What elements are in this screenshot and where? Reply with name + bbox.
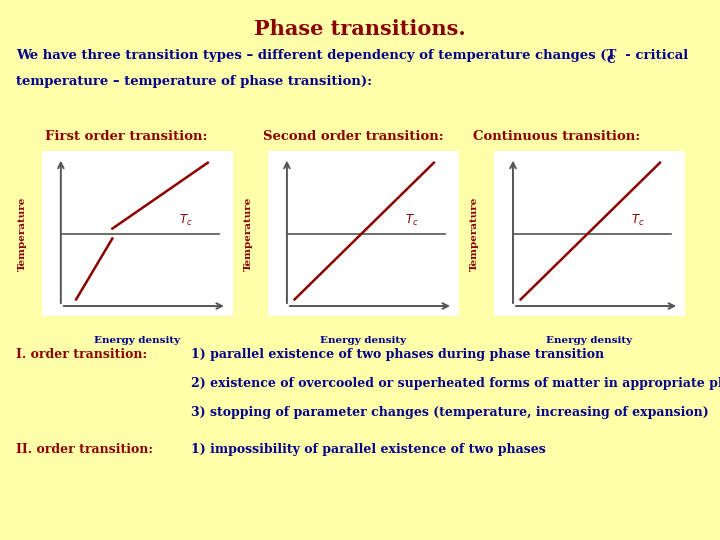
Text: Energy density: Energy density: [546, 336, 632, 345]
Text: Temperature: Temperature: [244, 197, 253, 271]
Text: 1) impossibility of parallel existence of two phases: 1) impossibility of parallel existence o…: [191, 443, 546, 456]
Text: We have three transition types – different dependency of temperature changes (T: We have three transition types – differe…: [16, 49, 616, 62]
Text: Second order transition:: Second order transition:: [263, 130, 444, 143]
Text: Phase transitions.: Phase transitions.: [254, 19, 466, 39]
Text: C: C: [606, 54, 615, 65]
Text: - critical: - critical: [616, 49, 688, 62]
Text: II. order transition:: II. order transition:: [16, 443, 153, 456]
Text: First order transition:: First order transition:: [45, 130, 207, 143]
Text: Temperature: Temperature: [470, 197, 480, 271]
Text: Continuous transition:: Continuous transition:: [473, 130, 640, 143]
Text: I. order transition:: I. order transition:: [16, 348, 147, 361]
Text: Temperature: Temperature: [18, 197, 27, 271]
Text: 2) existence of overcooled or superheated forms of matter in appropriate phase: 2) existence of overcooled or superheate…: [191, 377, 720, 390]
Text: $T_c$: $T_c$: [179, 213, 193, 228]
Text: 1) parallel existence of two phases during phase transition: 1) parallel existence of two phases duri…: [191, 348, 604, 361]
Text: $T_c$: $T_c$: [631, 213, 645, 228]
Text: Energy density: Energy density: [94, 336, 180, 345]
Text: 3) stopping of parameter changes (temperature, increasing of expansion): 3) stopping of parameter changes (temper…: [191, 406, 708, 419]
Text: temperature – temperature of phase transition):: temperature – temperature of phase trans…: [16, 75, 372, 87]
Text: $T_c$: $T_c$: [405, 213, 419, 228]
Text: Energy density: Energy density: [320, 336, 406, 345]
